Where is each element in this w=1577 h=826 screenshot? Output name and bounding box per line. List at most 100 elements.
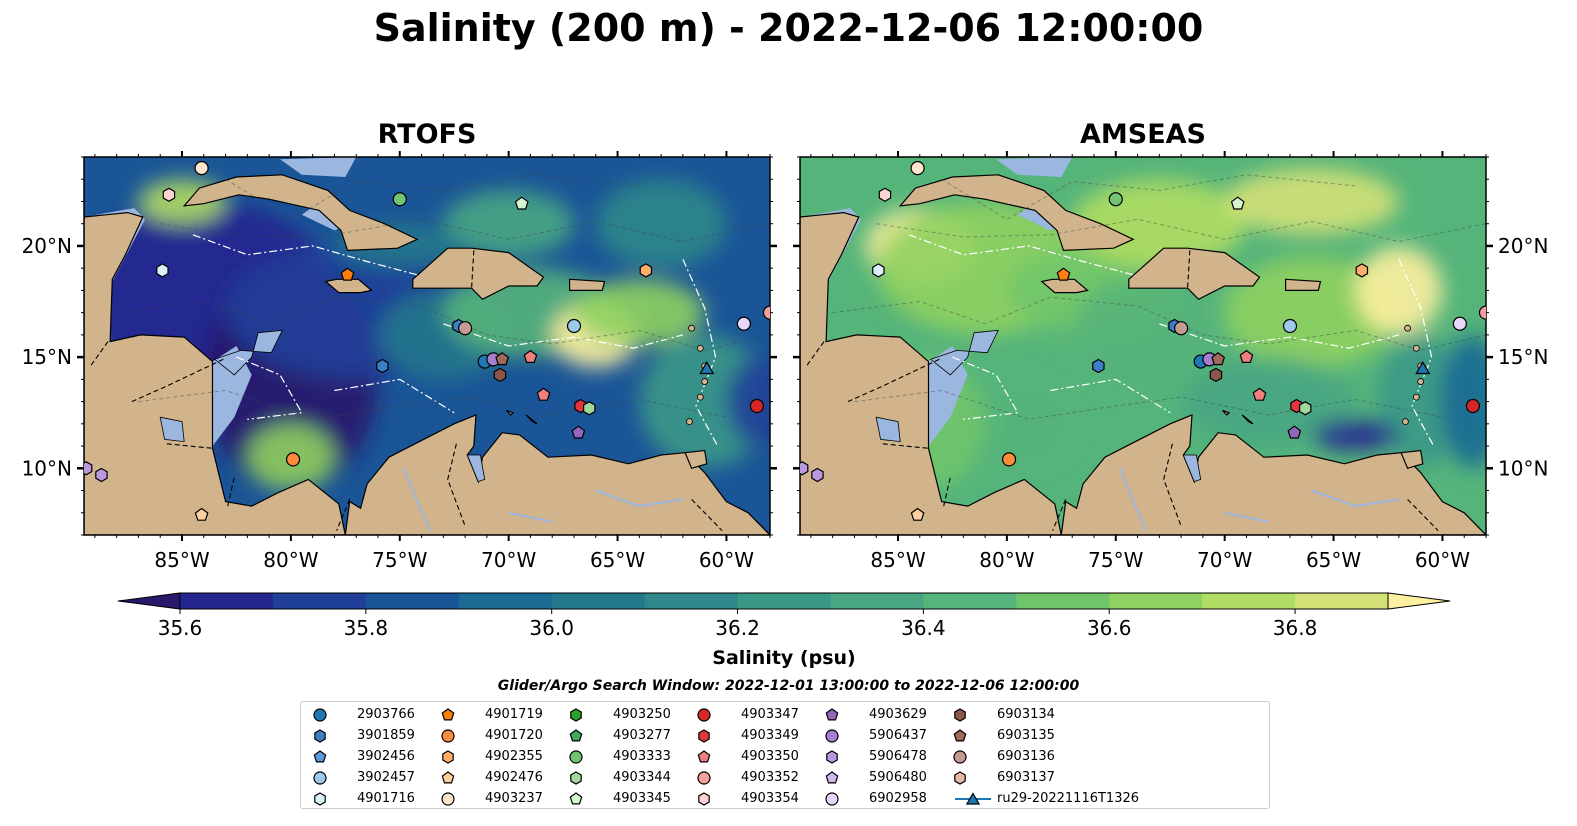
legend: 2903766 3901859 3902456 3902457 4901716 49017… (300, 701, 1270, 809)
float-marker-4902355 (1355, 263, 1369, 278)
legend-marker-icon (697, 771, 711, 785)
map-panel-rtofs: 85°W 80°W 75°W 70°W 65°W 60°W 10°N 15°N 20°N (22, 151, 777, 572)
x-tick-label: 80°W (979, 548, 1034, 572)
legend-marker-icon (825, 792, 839, 806)
legend-marker-icon (698, 792, 710, 806)
float-marker-4903347 (749, 398, 765, 414)
float-marker-3901859 (1092, 358, 1105, 374)
legend-label: 4903349 (741, 728, 799, 743)
map-panel-amseas: 85°W 80°W 75°W 70°W 65°W 60°W 10°N 15°N 20°N (793, 151, 1548, 572)
colorbar-tick-label: 36.2 (715, 616, 760, 640)
legend-label: 4903345 (613, 791, 671, 806)
legend-label: 4903277 (613, 728, 671, 743)
legend-label: 4901719 (485, 707, 543, 722)
float-marker-ru29-20221116T1326 (1415, 360, 1431, 375)
float-marker-4903347 (1465, 398, 1481, 414)
legend-marker-icon (965, 792, 981, 805)
float-marker-4903345 (514, 196, 529, 210)
x-tick-label: 70°W (1197, 548, 1252, 572)
legend-marker-icon (825, 771, 839, 784)
legend-label: 6903137 (997, 770, 1055, 785)
legend-marker-icon (954, 771, 966, 785)
x-tick-label: 85°W (870, 548, 925, 572)
x-tick-label: 70°W (481, 548, 536, 572)
x-tick-label: 65°W (590, 548, 645, 572)
float-marker-6903135 (1211, 352, 1226, 366)
float-marker-6903136 (1174, 321, 1189, 336)
legend-label: 6903134 (997, 707, 1055, 722)
x-tick-label: 60°W (699, 548, 754, 572)
colorbar-tick-label: 35.8 (344, 616, 389, 640)
colorbar-segment (737, 593, 831, 609)
legend-label: 4903354 (741, 791, 799, 806)
legend-label: 3902457 (357, 770, 415, 785)
colorbar-tick-label: 36.8 (1273, 616, 1318, 640)
float-marker-4903350 (523, 349, 538, 363)
legend-marker-icon (569, 729, 583, 742)
float-marker-3902457 (1282, 318, 1298, 334)
x-tick-label: 60°W (1415, 548, 1470, 572)
y-tick-label: 20°N (22, 234, 72, 258)
legend-label: 4903250 (613, 707, 671, 722)
legend-label: 4903237 (485, 791, 543, 806)
float-marker-6903135 (495, 352, 510, 366)
float-marker-4903352 (1478, 305, 1486, 320)
legend-marker-icon (314, 792, 326, 806)
figure-title: Salinity (200 m) - 2022-12-06 12:00:00 (373, 6, 1204, 50)
legend-marker-icon (441, 729, 455, 743)
colorbar-tick-label: 35.6 (158, 616, 203, 640)
legend-label: 4903350 (741, 749, 799, 764)
float-marker-5906478 (800, 461, 809, 476)
colorbar-segment (180, 593, 274, 609)
x-tick-label: 75°W (372, 548, 427, 572)
legend-marker-icon (953, 729, 967, 742)
colorbar-label: Salinity (psu) (712, 647, 855, 669)
y-tick-label: 10°N (1498, 456, 1548, 480)
legend-label: 6903135 (997, 728, 1055, 743)
float-marker-4903344 (582, 401, 596, 416)
float-marker-6903134 (1209, 367, 1223, 383)
legend-marker-icon (313, 771, 327, 785)
x-tick-label: 80°W (263, 548, 318, 572)
float-marker-4903629 (571, 425, 586, 439)
float-marker-4903350 (536, 387, 551, 401)
float-marker-4903345 (1230, 196, 1245, 210)
legend-label: 5906437 (869, 728, 927, 743)
legend-label: 4901716 (357, 791, 415, 806)
legend-marker-icon (441, 792, 455, 806)
float-marker-4903333 (1108, 192, 1123, 207)
legend-marker-icon (313, 708, 327, 722)
legend-marker-icon (441, 771, 455, 784)
legend-label: 4902476 (485, 770, 543, 785)
float-marker-5906478 (84, 461, 93, 476)
float-marker-4902476 (910, 507, 925, 521)
colorbar-tick-label: 36.4 (901, 616, 946, 640)
colorbar-tick-label: 36.0 (529, 616, 574, 640)
x-tick-label: 65°W (1306, 548, 1361, 572)
colorbar-segment (365, 593, 460, 609)
legend-label: 4903344 (613, 770, 671, 785)
float-marker-4901719 (340, 267, 355, 281)
legend-label: 6903136 (997, 749, 1055, 764)
float-marker-5906478 (95, 467, 108, 483)
legend-marker-icon (570, 708, 582, 722)
float-marker-4903344 (1298, 401, 1312, 416)
float-marker-5906478 (811, 467, 824, 483)
float-marker-6902958 (1452, 316, 1467, 331)
float-marker-4901720 (1001, 452, 1017, 467)
float-marker-6903134 (493, 367, 507, 383)
legend-marker-icon (313, 750, 327, 763)
colorbar-extend-high (1387, 592, 1451, 610)
float-marker-3902457 (566, 318, 582, 334)
y-tick-label: 15°N (1498, 345, 1548, 369)
float-marker-4903354 (878, 187, 892, 202)
colorbar-segment (1295, 593, 1389, 609)
legend-label: 5906480 (869, 770, 927, 785)
colorbar-tick-label: 36.6 (1087, 616, 1132, 640)
legend-marker-icon (698, 729, 710, 743)
float-marker-4903237 (910, 161, 925, 176)
legend-label: 4903352 (741, 770, 799, 785)
panel-title-rtofs: RTOFS (377, 119, 477, 150)
legend-marker-icon (825, 729, 839, 743)
